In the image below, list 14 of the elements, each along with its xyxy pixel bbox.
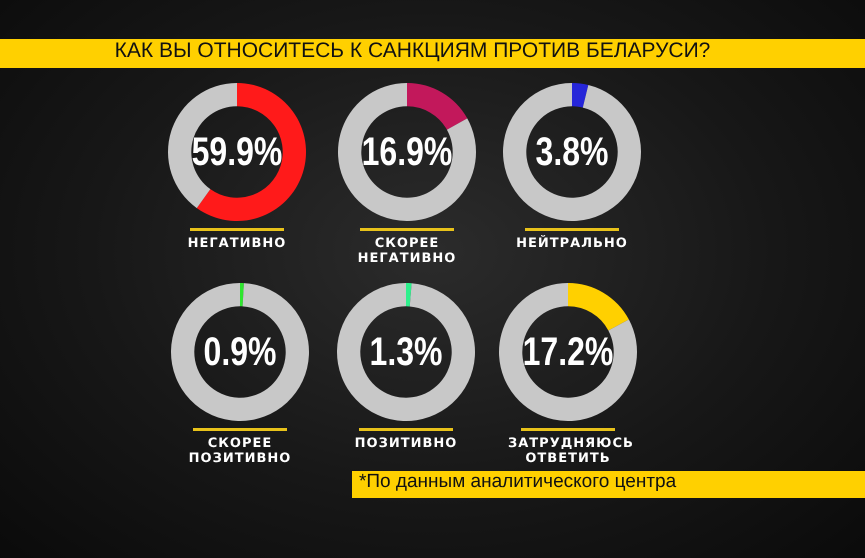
- text: КАК ВЫ ОТНОСИТЕСЬ К САНКЦИЯМ ПРОТИВ БЕЛАРУСИ?: [114, 39, 712, 63]
- data-label: 16.9%: [362, 128, 452, 174]
- text: СКОРЕЕ НЕГАТИВНО: [356, 236, 458, 266]
- data-label: 1.3%: [370, 328, 442, 374]
- text: *По данным аналитического центра: [359, 471, 676, 493]
- text: ЗАТРУДНЯЮСЬ ОТВЕТИТЬ: [508, 436, 634, 466]
- text: НЕЙТРАЛЬНО: [515, 236, 629, 251]
- data-label: 3.8%: [536, 128, 608, 174]
- data-label: 17.2%: [522, 328, 614, 374]
- text: СКОРЕЕ ПОЗИТИВНО: [188, 436, 292, 466]
- data-label: 59.9%: [192, 128, 282, 174]
- data-label: 0.9%: [204, 328, 276, 374]
- text: НЕГАТИВНО: [186, 236, 288, 251]
- text: ПОЗИТИВНО: [354, 436, 458, 451]
